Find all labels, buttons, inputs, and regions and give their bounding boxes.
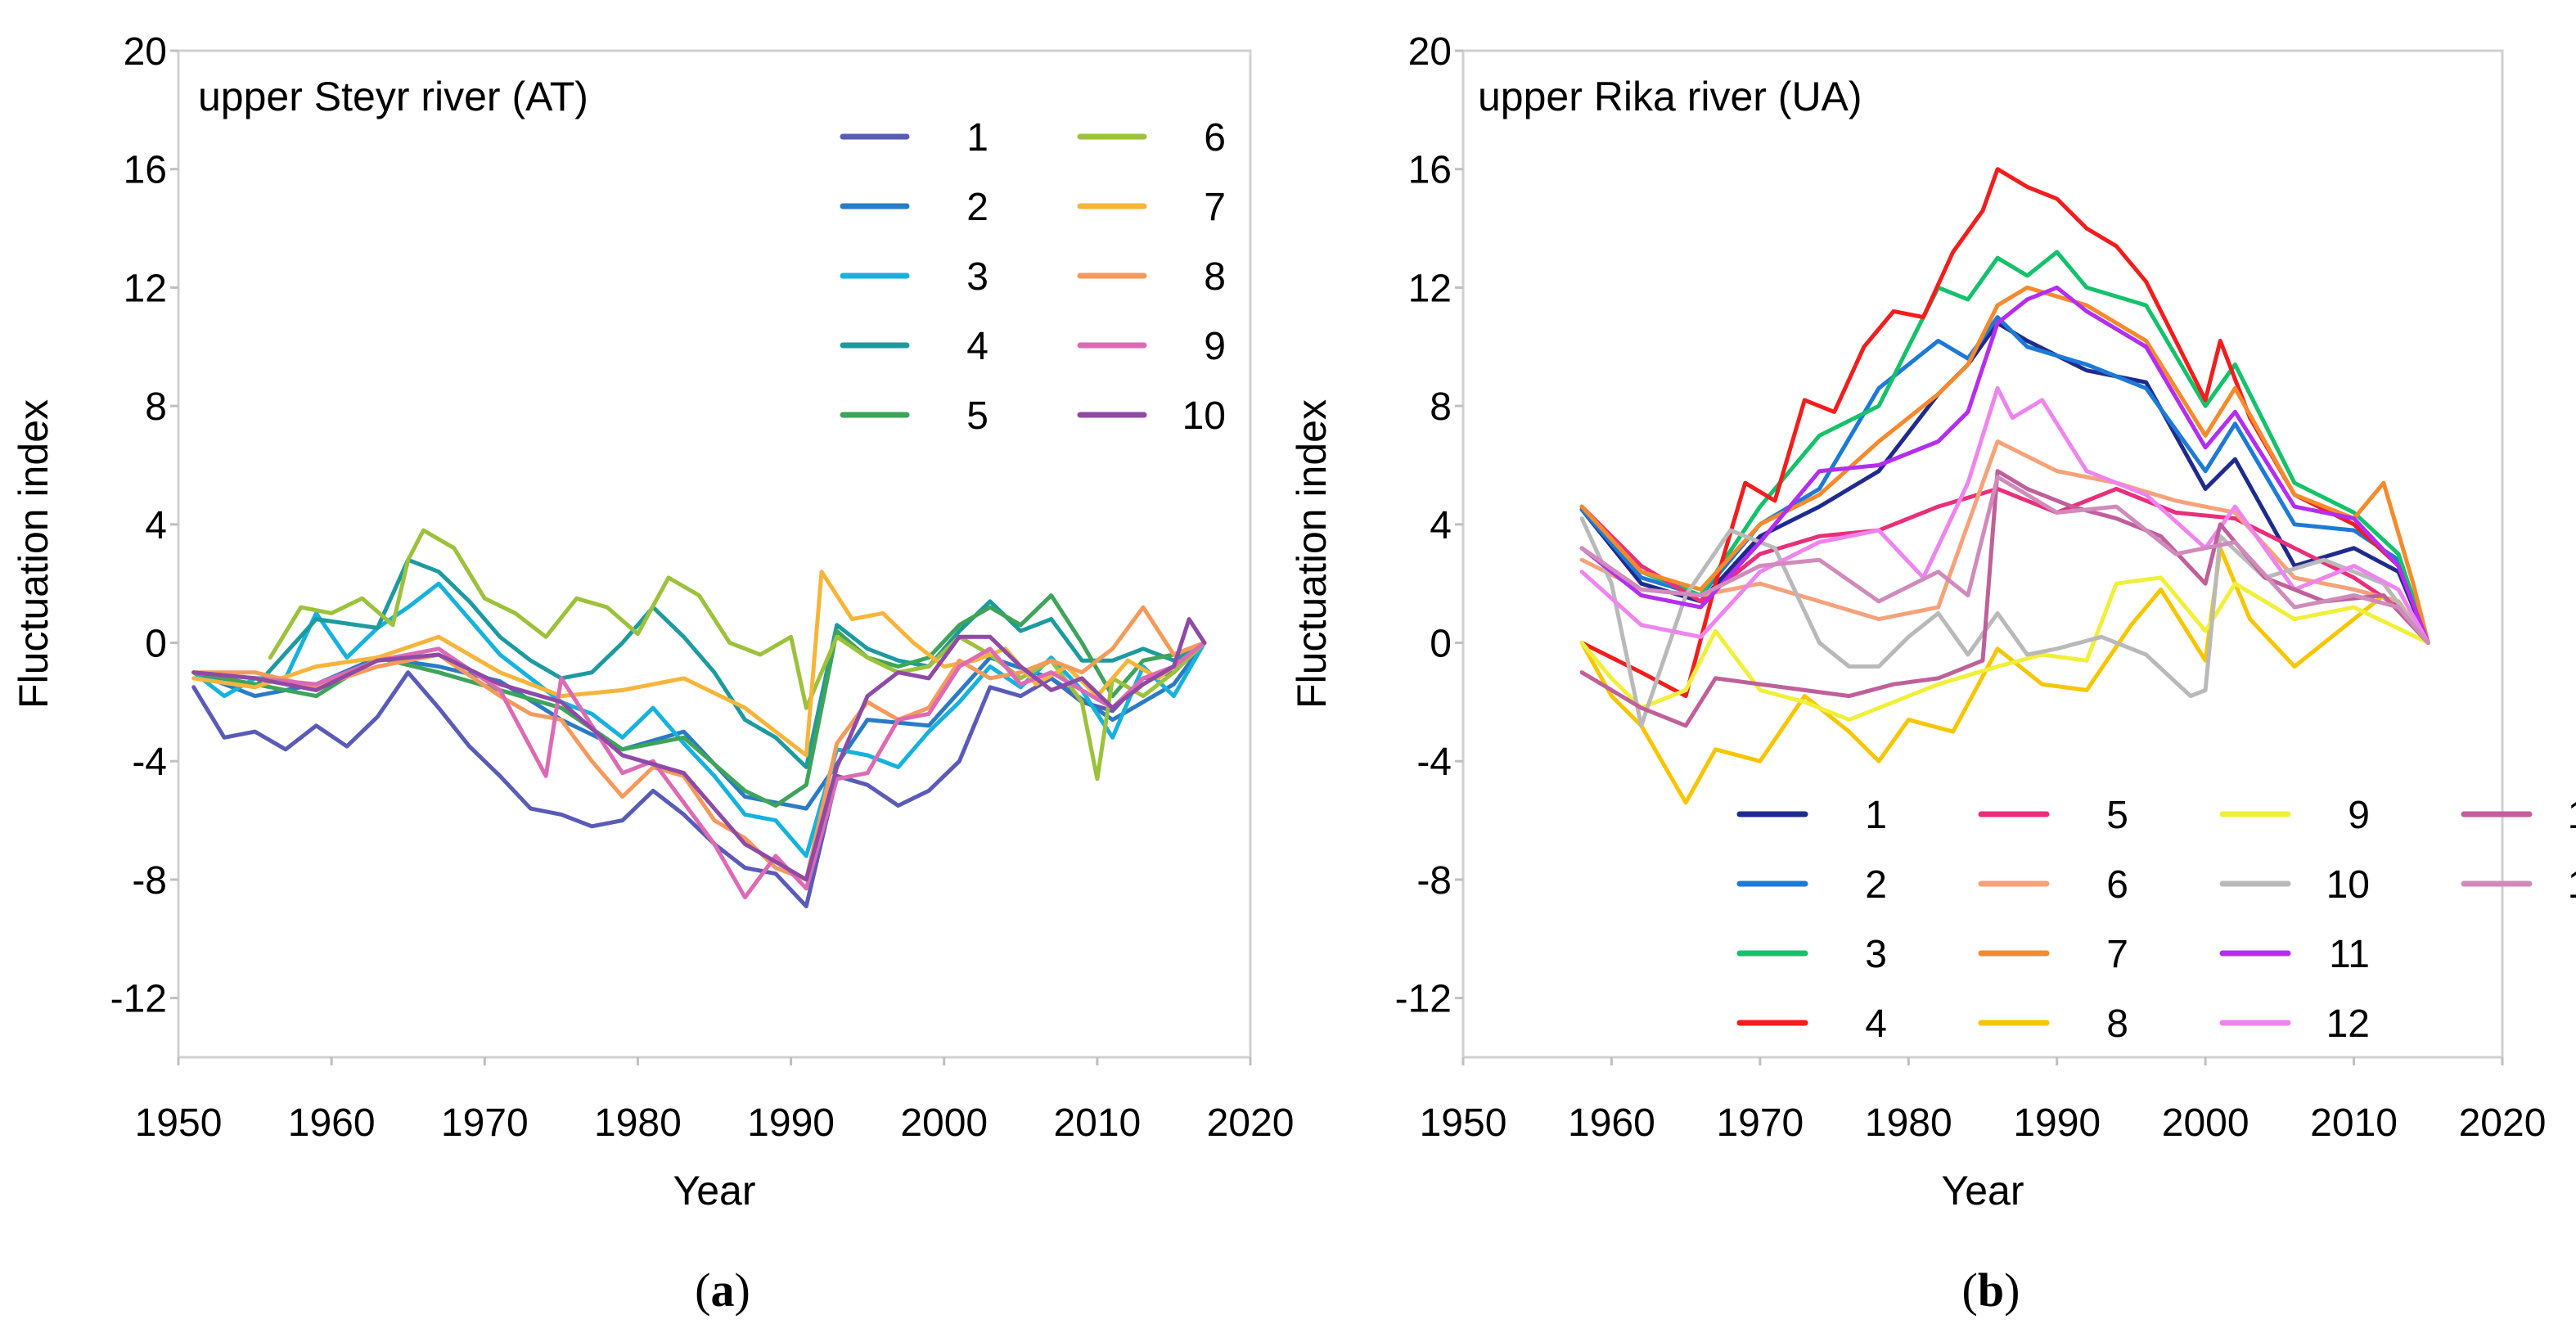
panel-a-y-axis-label: Fluctuation index — [11, 399, 56, 709]
panel-a-y-tick-label: -8 — [132, 859, 167, 903]
panel-b-series-line-9 — [1579, 575, 2430, 723]
panel-b-legend-label-9: 9 — [2348, 794, 2370, 837]
panel-b-y-axis-label: Fluctuation index — [1289, 399, 1335, 709]
panel-a-legend-label-2: 2 — [966, 186, 989, 229]
panel-a-series-line-8 — [191, 605, 1207, 882]
panel-a-series-line-3 — [191, 581, 1207, 858]
panel-b-y-tick-label: -8 — [1416, 859, 1452, 903]
panel-a-series-line-5 — [191, 593, 1207, 808]
panel-b-y-tick-label: 4 — [1430, 504, 1452, 547]
panel-b-x-tick-label: 1950 — [1420, 1101, 1507, 1145]
panel-a-legend-label-5: 5 — [966, 394, 989, 438]
panel-a-legend-label-9: 9 — [1204, 325, 1226, 368]
panel-a-y-tick-label: 16 — [124, 149, 167, 192]
panel-a-y-tick-label: 12 — [124, 267, 167, 310]
panel-b-x-axis-label: Year — [1941, 1168, 2024, 1214]
panel-b-legend: 1234567891011121314 — [1736, 794, 2576, 1046]
panel-a-x-tick-label: 1980 — [594, 1101, 682, 1145]
panel-b-legend-label-10: 10 — [2326, 863, 2370, 907]
panel-b-legend-label-4: 4 — [1865, 1002, 1887, 1046]
panel-a-y-tick-label: 20 — [124, 30, 167, 74]
panel-b-y-tick-label: 16 — [1408, 149, 1452, 192]
panel-b-series-line-11 — [1579, 285, 2430, 645]
panel-b-x-tick-label: 2020 — [2459, 1101, 2547, 1145]
panel-a-y-tick-label: -12 — [110, 978, 167, 1021]
panel-b-series-line-8 — [1579, 546, 2430, 805]
panel-a-x-axis-label: Year — [673, 1168, 755, 1214]
panel-b-x-tick-label: 1980 — [1865, 1101, 1952, 1145]
panel-b-x-tick-label: 1970 — [1716, 1101, 1804, 1145]
panel-b-series-line-6 — [1579, 439, 2430, 645]
panel-a-legend-label-10: 10 — [1182, 394, 1226, 438]
panel-a-x-tick-label: 1990 — [747, 1101, 835, 1145]
panel-b-y-tick-label: 12 — [1408, 267, 1452, 310]
panel-a-caption: (a) — [695, 1263, 750, 1317]
panel-b-y-tick-label: 20 — [1408, 30, 1452, 74]
panel-b-legend-label-14: 14 — [2568, 863, 2576, 907]
panel-b-y-tick-label: 8 — [1430, 385, 1452, 429]
panel-a-legend-label-4: 4 — [966, 325, 989, 368]
panel-a-x-tick-label: 1970 — [441, 1101, 529, 1145]
panel-a-legend: 1 2 3 4 5 6 7 8 9 10 — [840, 116, 1226, 438]
panel-a-series-line-4 — [191, 557, 1207, 769]
panel-a-legend-label-8: 8 — [1204, 255, 1226, 299]
panel-a-legend-label-7: 7 — [1204, 186, 1226, 229]
panel-a-legend-label-1: 1 — [966, 116, 989, 160]
panel-a-x-tick-label: 2000 — [900, 1101, 988, 1145]
panel-a-legend-label-3: 3 — [966, 255, 989, 299]
panel-a-x-tick-label: 2020 — [1207, 1101, 1295, 1145]
panel-b-plot-frame — [1461, 49, 2504, 1059]
panel-b-x-tick-label: 2000 — [2162, 1101, 2249, 1145]
panel-a-x-tick-label: 2010 — [1053, 1101, 1141, 1145]
panel-a-y-tick-label: -4 — [132, 741, 167, 784]
panel-b-legend-label-1: 1 — [1865, 794, 1887, 837]
panel-a-series-line-1 — [191, 641, 1207, 908]
panel-b-y-tick-label: 0 — [1430, 623, 1452, 666]
panel-a-y-tick-label: 4 — [145, 504, 167, 547]
panel-b-caption: (b) — [1962, 1263, 2020, 1317]
panel-a-series-line-10 — [191, 617, 1207, 882]
panel-b-series-line-14 — [1579, 475, 2430, 645]
panel-a-y-tick-label: 0 — [145, 623, 167, 666]
panel-a-legend-label-6: 6 — [1204, 116, 1226, 160]
panel-b-legend-label-7: 7 — [2106, 933, 2128, 976]
panel-b-x-tick-label: 1960 — [1568, 1101, 1655, 1145]
panel-a-chart-title: upper Steyr river (AT) — [198, 74, 588, 119]
panel-b-legend-label-11: 11 — [2329, 933, 2370, 976]
panel-b-legend-label-13: 13 — [2568, 794, 2576, 837]
panel-b-legend-label-5: 5 — [2106, 794, 2128, 837]
panel-b-legend-label-2: 2 — [1865, 863, 1887, 907]
panel-b-chart-title: upper Rika river (UA) — [1478, 74, 1862, 119]
panel-b-legend-label-3: 3 — [1865, 933, 1887, 976]
panel-b-legend-label-12: 12 — [2326, 1002, 2370, 1046]
panel-b-legend-label-8: 8 — [2106, 1002, 2128, 1046]
panel-b-y-tick-label: -12 — [1395, 978, 1452, 1021]
panel-a-x-tick-label: 1960 — [288, 1101, 376, 1145]
panel-b-y-tick-label: -4 — [1416, 741, 1452, 784]
panel-b-legend-label-6: 6 — [2106, 863, 2128, 907]
panel-a-y-tick-label: 8 — [145, 385, 167, 429]
panel-a-x-tick-label: 1950 — [135, 1101, 223, 1145]
panel-b-x-tick-label: 2010 — [2310, 1101, 2398, 1145]
panel-b-x-tick-label: 1990 — [2013, 1101, 2101, 1145]
panel-a-series-line-2 — [191, 641, 1207, 811]
panel-b-series-line-3 — [1579, 250, 2430, 645]
panel-a-plot-frame — [177, 49, 1252, 1059]
panel-a-series-line-7 — [191, 570, 1207, 758]
